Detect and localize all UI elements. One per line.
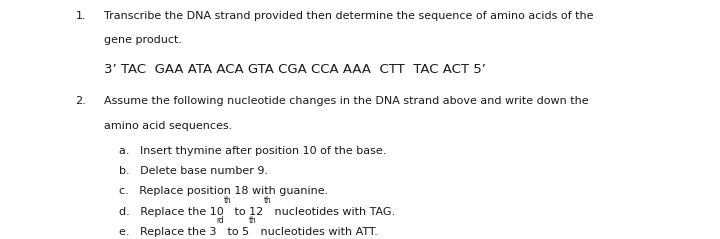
Text: nucleotides with TAG.: nucleotides with TAG. (271, 207, 395, 217)
Text: d.   Replace the 10: d. Replace the 10 (119, 207, 223, 217)
Text: th: th (223, 196, 231, 205)
Text: Assume the following nucleotide changes in the DNA strand above and write down t: Assume the following nucleotide changes … (104, 96, 589, 106)
Text: gene product.: gene product. (104, 35, 182, 45)
Text: 3’ TAC  GAA ATA ACA GTA CGA CCA AAA  CTT  TAC ACT 5’: 3’ TAC GAA ATA ACA GTA CGA CCA AAA CTT T… (104, 63, 486, 76)
Text: nucleotides with ATT.: nucleotides with ATT. (257, 227, 378, 237)
Text: amino acid sequences.: amino acid sequences. (104, 121, 233, 131)
Text: rd: rd (216, 216, 224, 225)
Text: 1.: 1. (76, 11, 86, 21)
Text: c.   Replace position 18 with guanine.: c. Replace position 18 with guanine. (119, 186, 328, 196)
Text: to 5: to 5 (224, 227, 249, 237)
Text: to 12: to 12 (231, 207, 264, 217)
Text: a.   Insert thymine after position 10 of the base.: a. Insert thymine after position 10 of t… (119, 146, 386, 156)
Text: b.   Delete base number 9.: b. Delete base number 9. (119, 166, 268, 176)
Text: 2.: 2. (76, 96, 86, 106)
Text: e.   Replace the 3: e. Replace the 3 (119, 227, 216, 237)
Text: th: th (249, 216, 257, 225)
Text: Transcribe the DNA strand provided then determine the sequence of amino acids of: Transcribe the DNA strand provided then … (104, 11, 594, 21)
Text: th: th (264, 196, 271, 205)
